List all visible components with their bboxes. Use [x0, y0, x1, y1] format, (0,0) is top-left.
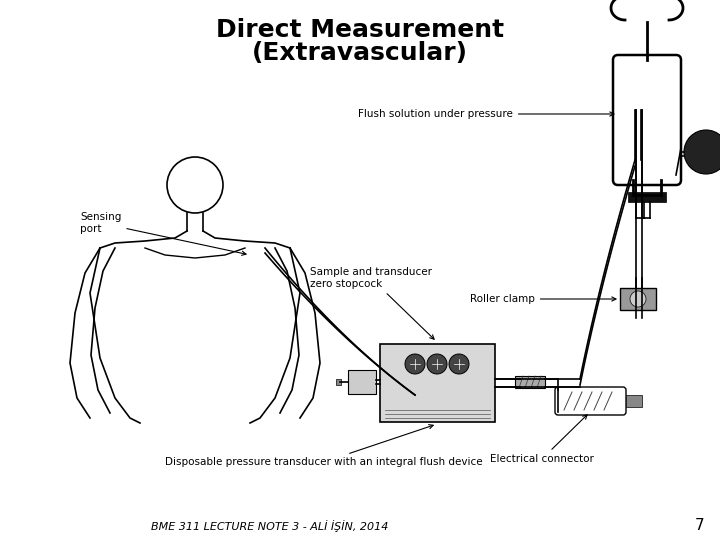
Bar	[628, 192, 666, 202]
FancyBboxPatch shape	[555, 387, 626, 415]
Circle shape	[684, 130, 720, 174]
Bar	[380, 344, 495, 422]
Bar	[515, 376, 545, 388]
Text: BME 311 LECTURE NOTE 3 - ALİ İŞİN, 2014: BME 311 LECTURE NOTE 3 - ALİ İŞİN, 2014	[151, 520, 389, 532]
Circle shape	[427, 354, 447, 374]
Text: Disposable pressure transducer with an integral flush device: Disposable pressure transducer with an i…	[165, 424, 482, 467]
Circle shape	[630, 291, 646, 307]
Circle shape	[449, 354, 469, 374]
FancyBboxPatch shape	[613, 55, 681, 185]
Text: Sample and transducer
zero stopcock: Sample and transducer zero stopcock	[310, 267, 434, 339]
Text: 7: 7	[696, 518, 705, 534]
Bar	[626, 395, 642, 407]
Text: (Extravascular): (Extravascular)	[252, 41, 468, 65]
Circle shape	[405, 354, 425, 374]
Text: Roller clamp: Roller clamp	[470, 294, 616, 304]
Text: Flush solution under pressure: Flush solution under pressure	[358, 109, 614, 119]
Bar	[348, 370, 376, 394]
Bar	[336, 379, 341, 385]
Text: Direct Measurement: Direct Measurement	[216, 18, 504, 42]
Text: Electrical connector: Electrical connector	[490, 415, 594, 464]
Text: Sensing
port: Sensing port	[80, 212, 246, 255]
Bar	[620, 288, 656, 310]
